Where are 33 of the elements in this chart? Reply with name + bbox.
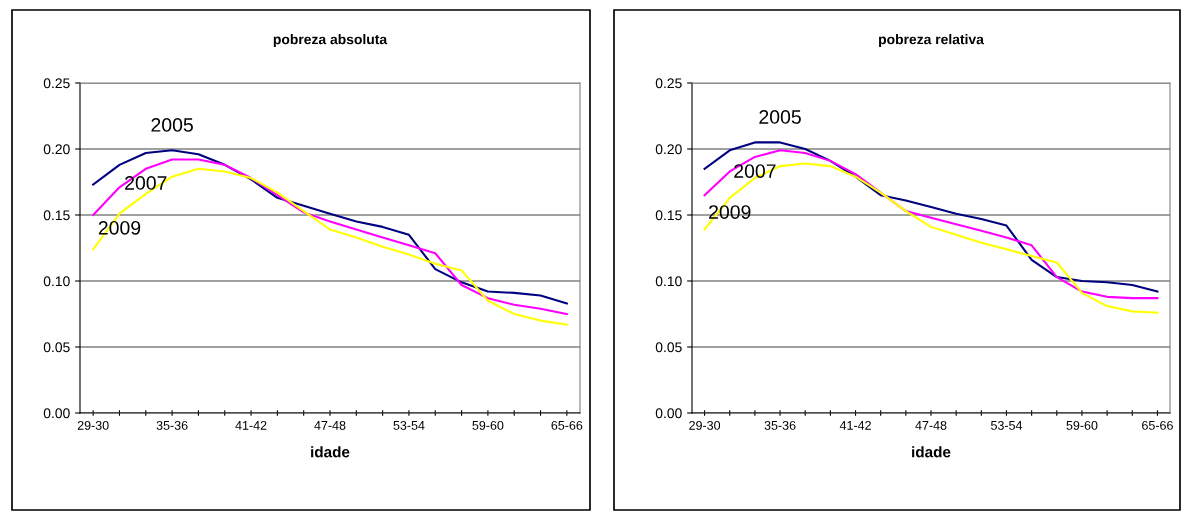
x-tick-label: 35-36 [156, 420, 188, 430]
x-tick-label: 35-36 [764, 420, 796, 430]
line-series [703, 162, 1159, 314]
y-tick-label: 0.05 [43, 342, 70, 353]
series-label: 2005 [151, 118, 193, 132]
x-tick-label: 29-30 [77, 420, 109, 430]
y-tick-label: 0.20 [43, 144, 70, 155]
y-tick-label: 0.15 [43, 210, 70, 221]
x-tick-label: 47-48 [314, 420, 346, 430]
x-tick-label: 41-42 [235, 420, 267, 430]
x-tick-label: 65-66 [1142, 420, 1173, 430]
x-tick-label: 53-54 [990, 420, 1023, 430]
x-tick-label: 53-54 [393, 420, 425, 430]
x-axis-title: idade [311, 446, 350, 458]
x-axis-title: idade [912, 446, 951, 458]
x-tick-label: 59-60 [1066, 420, 1098, 430]
y-tick-label: 0.25 [655, 78, 682, 89]
y-tick-label: 0.00 [43, 408, 70, 419]
chart-title: pobreza relativa [879, 34, 984, 47]
y-tick-label: 0.10 [655, 276, 682, 287]
y-tick-label: 0.25 [43, 78, 70, 89]
y-tick-label: 0.00 [655, 408, 682, 419]
x-tick-label: 29-30 [689, 420, 721, 430]
x-tick-label: 41-42 [839, 420, 871, 430]
y-tick-label: 0.20 [655, 144, 682, 155]
x-tick-label: 59-60 [472, 420, 504, 430]
x-tick-label: 47-48 [915, 420, 947, 430]
y-tick-label: 0.15 [655, 210, 682, 221]
y-tick-label: 0.10 [43, 276, 70, 287]
chart-title: pobreza absoluta [273, 34, 388, 47]
y-tick-label: 0.05 [655, 342, 682, 353]
x-tick-label: 65-66 [551, 420, 583, 430]
series-label: 2005 [759, 110, 801, 124]
